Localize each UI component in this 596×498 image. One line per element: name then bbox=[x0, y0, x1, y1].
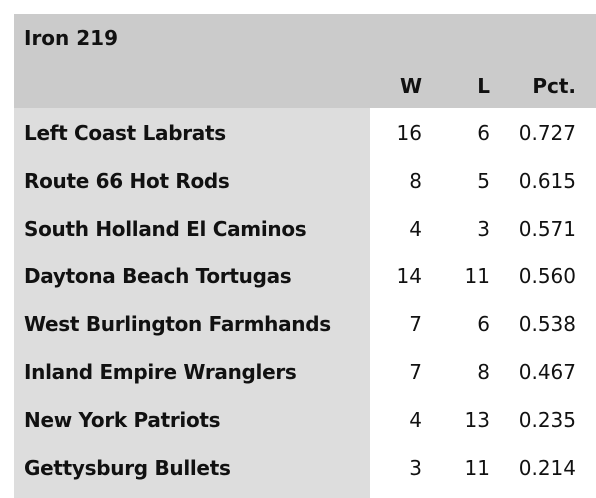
table-title: Iron 219 bbox=[24, 26, 118, 50]
team-name: Daytona Beach Tortugas bbox=[24, 264, 292, 289]
column-header: W bbox=[399, 74, 422, 98]
losses: 8 bbox=[477, 360, 490, 384]
team-name: Route 66 Hot Rods bbox=[24, 168, 230, 193]
team-name: West Burlington Farmhands bbox=[24, 312, 331, 337]
win-pct: 0.571 bbox=[518, 216, 576, 241]
win-pct: 0.235 bbox=[518, 407, 576, 432]
team-name: Left Coast Labrats bbox=[24, 121, 226, 145]
team-column-background bbox=[14, 108, 370, 498]
win-pct: 0.467 bbox=[518, 360, 576, 384]
losses: 11 bbox=[464, 455, 490, 480]
wins: 3 bbox=[409, 455, 422, 480]
win-pct: 0.727 bbox=[518, 121, 576, 145]
wins: 16 bbox=[396, 121, 422, 145]
team-name: New York Patriots bbox=[24, 407, 221, 432]
wins: 14 bbox=[396, 264, 422, 289]
wins: 4 bbox=[409, 216, 422, 241]
losses: 6 bbox=[477, 121, 490, 145]
losses: 6 bbox=[477, 312, 490, 337]
losses: 5 bbox=[477, 168, 490, 193]
win-pct: 0.615 bbox=[518, 168, 576, 193]
standings-table: Iron 219 W L Pct. Left Coast Labrats 16 6 0.72… bbox=[14, 14, 596, 498]
team-name: Inland Empire Wranglers bbox=[24, 360, 297, 384]
wins: 7 bbox=[409, 360, 422, 384]
header-background bbox=[14, 14, 596, 108]
column-header: L bbox=[477, 74, 490, 98]
win-pct: 0.214 bbox=[518, 455, 576, 480]
win-pct: 0.560 bbox=[518, 264, 576, 289]
column-header: Pct. bbox=[532, 74, 576, 98]
losses: 13 bbox=[464, 407, 490, 432]
win-pct: 0.538 bbox=[518, 312, 576, 337]
losses: 3 bbox=[477, 216, 490, 241]
wins: 7 bbox=[409, 312, 422, 337]
wins: 8 bbox=[409, 168, 422, 193]
team-name: Gettysburg Bullets bbox=[24, 455, 231, 480]
team-name: South Holland El Caminos bbox=[24, 216, 307, 241]
wins: 4 bbox=[409, 407, 422, 432]
losses: 11 bbox=[464, 264, 490, 289]
